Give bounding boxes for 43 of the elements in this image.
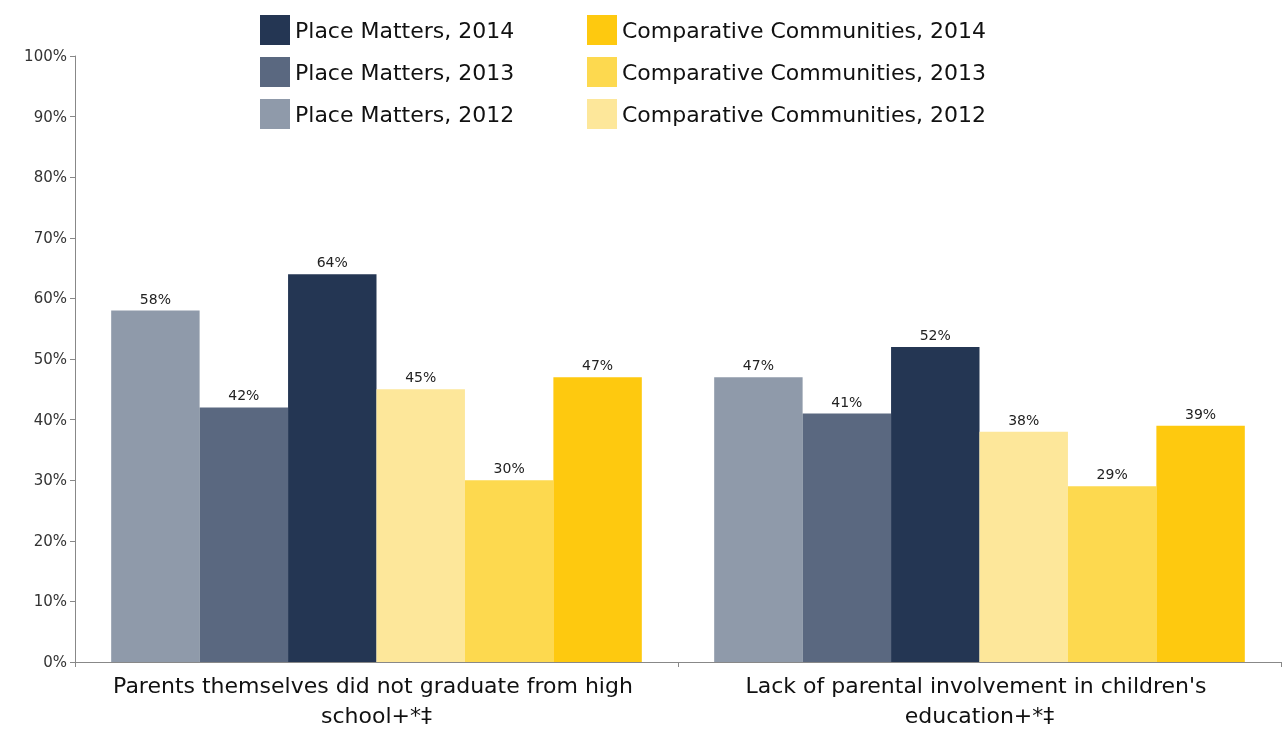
data-label: 58% xyxy=(139,290,171,307)
bar xyxy=(111,310,200,662)
data-label: 39% xyxy=(1185,405,1217,422)
x-tick-label: Parents themselves did not graduate from high school+*‡ xyxy=(113,672,640,728)
y-tick-label: 80% xyxy=(33,168,67,187)
y-tick-label: 10% xyxy=(33,592,67,611)
bar xyxy=(464,480,554,662)
y-tick-label: 60% xyxy=(33,289,67,308)
data-label: 41% xyxy=(831,393,863,410)
bar xyxy=(979,431,1068,662)
y-tick-label: 70% xyxy=(33,228,67,247)
data-label: 30% xyxy=(493,460,525,477)
legend-label: Place Matters, 2012 xyxy=(295,101,515,127)
data-label: 45% xyxy=(405,369,437,386)
y-tick-label: 100% xyxy=(24,47,67,65)
bar xyxy=(1156,425,1245,662)
data-label: 29% xyxy=(1096,466,1128,483)
y-tick-label: 30% xyxy=(33,471,67,490)
data-label: 42% xyxy=(228,387,260,404)
bar xyxy=(553,377,642,662)
data-label: 52% xyxy=(919,326,951,343)
y-tick-label: 50% xyxy=(33,350,67,368)
legend-label: Place Matters, 2013 xyxy=(295,59,515,85)
y-tick-label: 90% xyxy=(33,107,67,126)
legend-label: Place Matters, 2014 xyxy=(295,17,515,43)
bar xyxy=(891,346,980,662)
data-label: 47% xyxy=(582,357,614,374)
x-tick-label: Lack of parental involvement in children's education+*‡ xyxy=(745,672,1214,728)
legend-label: Comparative Communities, 2013 xyxy=(622,59,986,85)
data-label: 47% xyxy=(742,357,774,374)
bar xyxy=(376,389,465,662)
data-label: 64% xyxy=(316,254,348,271)
bar xyxy=(714,377,803,662)
bar xyxy=(802,413,892,662)
y-tick-label: 20% xyxy=(33,531,67,550)
bar xyxy=(1067,486,1157,662)
y-tick-label: 40% xyxy=(33,410,67,429)
legend-label: Comparative Communities, 2012 xyxy=(622,101,986,127)
legend-label: Comparative Communities, 2014 xyxy=(622,17,986,43)
bar xyxy=(288,274,377,662)
bar xyxy=(199,407,289,662)
y-tick-label: 0% xyxy=(43,653,67,671)
data-label: 38% xyxy=(1008,411,1040,428)
